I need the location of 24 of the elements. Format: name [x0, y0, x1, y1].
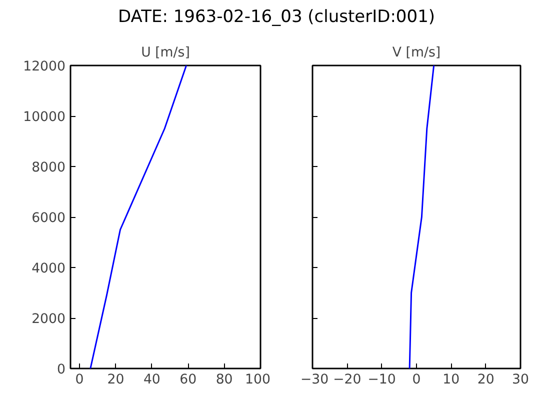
x-tick-label: 10 — [442, 372, 460, 388]
chart-title: U [m/s] — [141, 46, 190, 60]
x-tick-label: 60 — [180, 372, 197, 388]
y-tick-label: 4000 — [32, 262, 66, 276]
y-tick-label: 6000 — [32, 211, 66, 226]
y-tick-label: 2000 — [32, 312, 66, 327]
chart-title: V [m/s] — [392, 46, 441, 60]
x-tick-label: 20 — [477, 372, 494, 388]
x-tick-label: 0 — [412, 372, 421, 388]
x-tick-label: −10 — [368, 372, 396, 388]
x-tick-label: 0 — [75, 372, 84, 388]
y-tick-label: 0 — [57, 362, 66, 378]
y-tick-label: 8000 — [32, 160, 66, 176]
x-tick-label: 40 — [143, 372, 160, 388]
y-tick-label: 12000 — [23, 60, 66, 74]
x-tick-label: 30 — [512, 372, 529, 388]
line-series — [90, 66, 188, 368]
text: DATE: 1963-02-16_03 (clusterID:001) — [118, 6, 436, 29]
y-tick-label: 10000 — [23, 110, 66, 125]
x-tick-label: 20 — [107, 372, 124, 388]
x-tick-label: 100 — [245, 372, 271, 388]
x-tick-label: −30 — [300, 372, 329, 388]
x-tick-label: 80 — [216, 372, 233, 388]
x-tick-label: −20 — [333, 372, 362, 388]
